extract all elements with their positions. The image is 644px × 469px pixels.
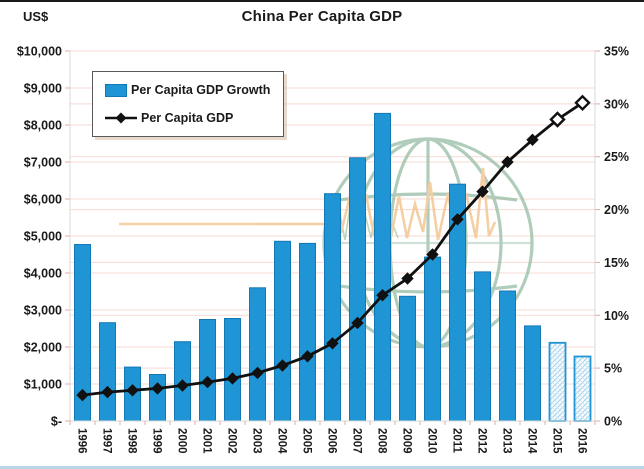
year-axis-label: 2012 xyxy=(476,428,488,454)
gdp-marker-2001 xyxy=(201,375,214,389)
left-axis-tick-label: $2,000 xyxy=(24,341,62,355)
gdp-line-series xyxy=(76,94,591,402)
gdp-marker-2010 xyxy=(426,248,439,261)
year-axis-label: 2006 xyxy=(326,428,338,454)
gdp-marker-1996 xyxy=(76,388,89,402)
gdp-marker-projected-2015 xyxy=(549,111,566,128)
gdp-marker-2003 xyxy=(251,366,264,380)
gdp-growth-bar-2005 xyxy=(299,242,316,422)
right-axis-tick-label: 20% xyxy=(604,203,629,217)
gdp-growth-bar-2013 xyxy=(499,290,516,422)
gdp-marker-2000 xyxy=(176,379,189,392)
gdp-growth-bar-1997 xyxy=(99,322,116,422)
year-axis-label: 2011 xyxy=(451,428,463,454)
gdp-marker-2006 xyxy=(326,337,339,350)
year-axis-label: 1996 xyxy=(76,428,88,454)
year-axis-label: 2005 xyxy=(301,428,313,454)
left-axis-tick-label: $10,000 xyxy=(17,45,62,59)
legend-label-gdp: Per Capita GDP xyxy=(141,111,234,125)
gdp-growth-bar-2001 xyxy=(199,319,216,422)
gdp-marker-2013 xyxy=(501,155,514,169)
bar-swatch-icon xyxy=(105,83,127,97)
right-axis-tick-label: 15% xyxy=(604,256,629,270)
line-marker-swatch-icon xyxy=(105,112,137,124)
gdp-growth-bar-2009 xyxy=(399,295,416,422)
gdp-marker-2004 xyxy=(276,359,289,372)
gdp-marker-1997 xyxy=(101,385,114,399)
gdp-marker-2009 xyxy=(401,272,414,285)
legend-box: Per Capita GDP Growth Per Capita GDP xyxy=(92,71,284,137)
year-axis-label: 2010 xyxy=(426,428,438,454)
year-axis-label: 2013 xyxy=(501,428,513,454)
gdp-growth-bar-2012 xyxy=(474,271,491,422)
left-axis-tick-label: $3,000 xyxy=(24,304,62,318)
right-axis-tick-label: 5% xyxy=(604,362,622,376)
window-bottom-border xyxy=(0,466,644,469)
gdp-growth-bars xyxy=(74,112,592,422)
left-axis-tick-label: $1,000 xyxy=(24,378,62,392)
gdp-growth-bar-2007 xyxy=(349,157,366,422)
gdp-growth-bar-2006 xyxy=(324,193,341,422)
left-axis-tick-label: $- xyxy=(51,415,62,429)
year-axis-label: 1998 xyxy=(126,428,138,454)
gdp-growth-bar-2016 xyxy=(573,355,592,422)
gdp-growth-bar-2010 xyxy=(424,256,441,422)
year-axis-label: 2007 xyxy=(351,428,363,454)
left-axis-tick-label: $8,000 xyxy=(24,119,62,133)
gdp-marker-2005 xyxy=(301,350,314,363)
year-axis-label: 2004 xyxy=(276,428,288,454)
gdp-growth-bar-2015 xyxy=(548,341,567,422)
year-axis-label: 1999 xyxy=(151,428,163,454)
chart-title: China Per Capita GDP xyxy=(241,8,403,25)
window-top-border xyxy=(0,0,644,2)
left-axis-unit-label: US$ xyxy=(23,9,49,24)
left-axis-tick-label: $5,000 xyxy=(24,230,62,244)
year-axis-label: 2002 xyxy=(226,428,238,454)
left-axis-tick-label: $7,000 xyxy=(24,156,62,170)
gdp-marker-2007 xyxy=(351,316,364,330)
right-axis-tick-label: 10% xyxy=(604,309,629,323)
gdp-marker-2002 xyxy=(226,372,239,385)
legend-item-gdp: Per Capita GDP xyxy=(105,111,283,125)
year-axis-label: 2008 xyxy=(376,428,388,454)
gdp-marker-1998 xyxy=(126,384,139,397)
year-axis-label: 2009 xyxy=(401,428,413,454)
year-axis-label: 2000 xyxy=(176,428,188,454)
year-axis-label: 2014 xyxy=(526,428,538,454)
right-axis-tick-label: 0% xyxy=(604,415,622,429)
gdp-growth-bar-2003 xyxy=(249,287,266,422)
gdp-growth-bar-1999 xyxy=(149,374,166,422)
left-axis-tick-label: $4,000 xyxy=(24,267,62,281)
legend-label-gdp-growth: Per Capita GDP Growth xyxy=(131,83,271,97)
left-axis-tick-label: $9,000 xyxy=(24,82,62,96)
axes xyxy=(65,50,600,425)
gdp-marker-1999 xyxy=(151,382,164,395)
right-axis-tick-label: 25% xyxy=(604,150,629,164)
axis-tick-labels: $- $1,000 $2,000 $3,000 $4,000 $5,000 $6,000 $7… xyxy=(17,45,629,455)
legend-item-gdp-growth: Per Capita GDP Growth xyxy=(105,83,283,97)
year-axis-label: 1997 xyxy=(101,428,113,454)
gdp-marker-2012 xyxy=(476,185,489,198)
year-axis-label: 2015 xyxy=(551,428,563,454)
gdp-growth-bar-2004 xyxy=(274,240,291,422)
right-axis-tick-label: 35% xyxy=(604,45,629,59)
gdp-growth-bar-2002 xyxy=(224,318,241,422)
year-axis-label: 2003 xyxy=(251,428,263,454)
gdp-growth-bar-2008 xyxy=(374,112,391,422)
right-axis-tick-label: 30% xyxy=(604,97,629,111)
gdp-marker-projected-2016 xyxy=(574,94,591,111)
left-axis-tick-label: $6,000 xyxy=(24,193,62,207)
gdp-growth-bar-2014 xyxy=(524,325,541,422)
orange-waveform-icon xyxy=(119,167,497,241)
gdp-marker-2014 xyxy=(526,133,539,147)
year-axis-label: 2001 xyxy=(201,428,213,454)
year-axis-label: 2016 xyxy=(576,428,588,454)
gdp-marker-2008 xyxy=(376,288,389,302)
gdp-marker-2011 xyxy=(451,213,464,226)
